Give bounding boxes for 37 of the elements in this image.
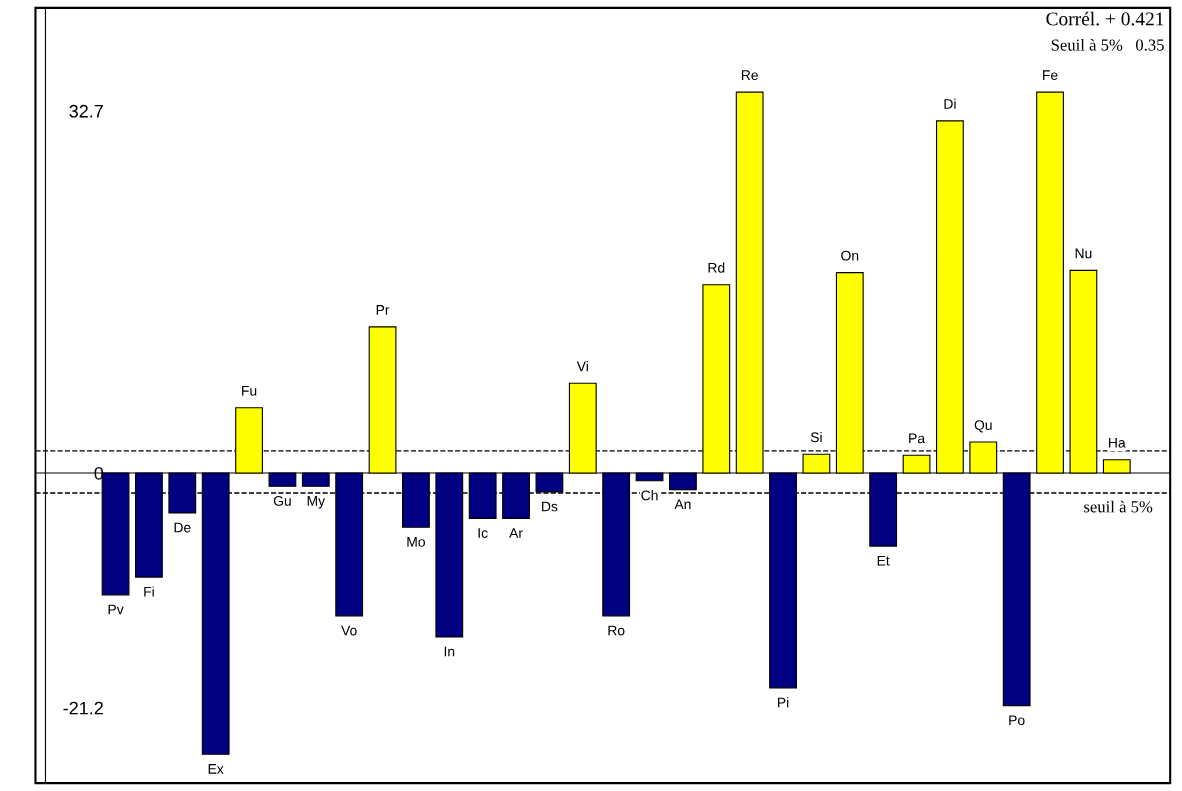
x-tick-label: On [841,250,859,261]
annotation: Seuil à 5% 0.35 [1051,38,1164,51]
x-tick-label: Pi [778,697,789,708]
x-tick-label: Ar [509,528,523,538]
x-tick-label: Si [810,431,822,443]
x-tick-label: Et [877,555,890,566]
x-tick-label: Gu [273,495,291,506]
x-tick-label: Ro [608,625,625,636]
x-tick-label: Di [944,98,956,109]
x-tick-label: Pv [108,604,124,615]
x-tick-label: Mo [407,537,425,547]
x-tick-label: Ha [1109,437,1126,448]
y-tick-label: -21.2 [63,701,103,715]
x-tick-label: My [307,496,326,509]
x-tick-label: In [444,646,455,657]
x-tick-label: Fe [1043,70,1058,81]
x-tick-label: Rd [708,262,725,273]
x-tick-label: Pr [376,305,390,315]
x-tick-label: Fu [242,385,257,396]
annotation: Corrél. + 0.421 [1046,11,1164,26]
x-tick-label: Vo [341,625,357,636]
x-tick-label: Re [741,70,758,81]
x-tick-label: Ds [542,501,558,512]
x-tick-label: De [174,522,191,533]
x-tick-label: Ex [208,764,224,774]
x-tick-label: Ch [641,490,658,501]
y-tick-label: 32.7 [69,104,103,118]
y-tick-label: 0 [94,466,104,480]
x-tick-label: An [674,499,691,509]
x-tick-label: Pa [909,433,926,444]
x-tick-label: Fi [144,586,154,597]
ref-line-label: seuil à 5% [1084,500,1153,513]
x-tick-label: Qu [974,420,992,433]
x-tick-label: Ic [478,528,488,538]
x-tick-label: Nu [1075,248,1092,259]
x-tick-label: Po [1009,715,1025,726]
x-tick-label: Vi [576,361,588,372]
